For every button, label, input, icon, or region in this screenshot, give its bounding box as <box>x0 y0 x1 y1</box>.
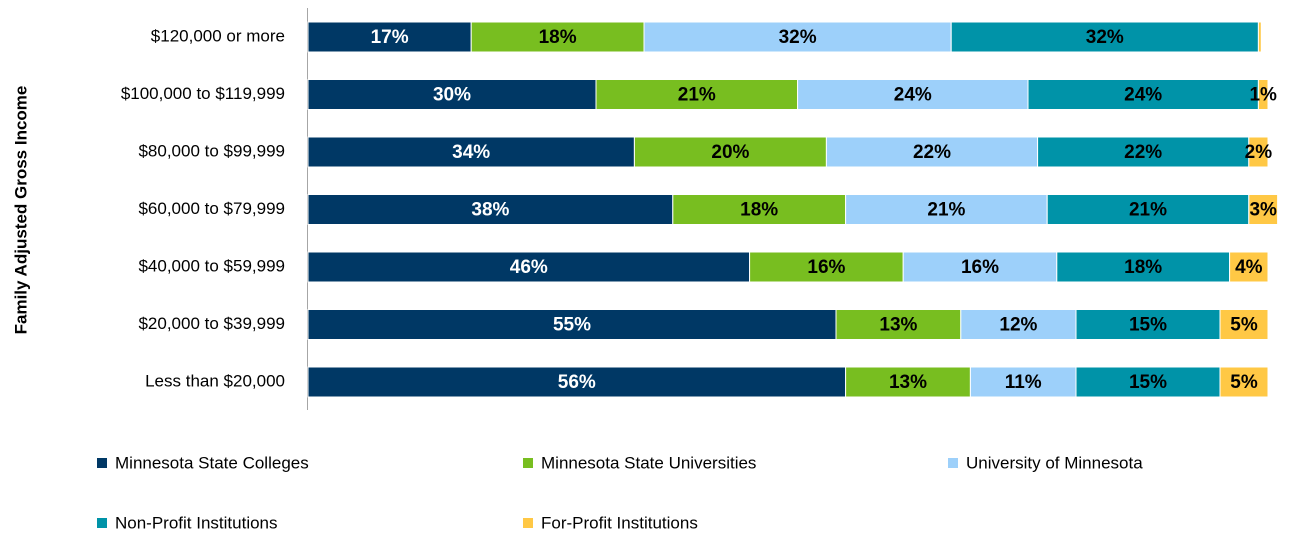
value-label: 38% <box>471 200 509 221</box>
value-label: 16% <box>961 257 999 278</box>
value-label: 1% <box>1249 85 1277 106</box>
value-label: 13% <box>879 315 917 336</box>
legend-swatch <box>97 518 107 528</box>
legend-label: Minnesota State Colleges <box>115 453 309 472</box>
value-label: 15% <box>1129 372 1167 393</box>
value-label: 17% <box>371 27 409 48</box>
value-label: 21% <box>678 85 716 106</box>
value-label: 32% <box>779 27 817 48</box>
value-label: 12% <box>999 315 1037 336</box>
bar-segment <box>1229 251 1269 283</box>
value-label: 20% <box>711 142 749 163</box>
value-label: 21% <box>1129 200 1167 221</box>
bar-segment <box>1075 309 1221 340</box>
y-tick-label: $80,000 to $99,999 <box>138 141 285 160</box>
y-tick-label: $60,000 to $79,999 <box>138 199 285 218</box>
value-label: 4% <box>1235 257 1263 278</box>
bar-segment <box>307 251 751 283</box>
value-label: 11% <box>1005 372 1042 393</box>
bar-segment <box>960 309 1077 340</box>
value-label: 24% <box>894 85 932 106</box>
bar-segment <box>633 136 827 168</box>
legend-label: University of Minnesota <box>966 453 1143 472</box>
bar-segment <box>902 251 1058 283</box>
value-label: 22% <box>1124 142 1162 163</box>
value-label: 18% <box>539 27 577 48</box>
value-label: 46% <box>510 257 548 278</box>
value-label: 2% <box>1245 142 1273 163</box>
bar-segment <box>1056 251 1231 283</box>
value-label: 24% <box>1124 85 1162 106</box>
value-label: 15% <box>1129 315 1167 336</box>
bar-segment <box>1037 136 1250 168</box>
y-tick-label: $20,000 to $39,999 <box>138 314 285 333</box>
bar-segment <box>1248 136 1269 168</box>
value-label: 30% <box>433 85 471 106</box>
value-label: 34% <box>452 142 490 163</box>
legend-swatch <box>948 458 958 468</box>
value-label: 22% <box>913 142 951 163</box>
bar-segment <box>845 194 1048 225</box>
bar-segment <box>595 79 799 110</box>
value-label: 3% <box>1249 200 1277 221</box>
legend-swatch <box>523 518 533 528</box>
bar-segment <box>1219 366 1269 398</box>
value-label: 16% <box>807 257 845 278</box>
bar-segment <box>307 21 472 53</box>
y-tick-label: $120,000 or more <box>151 26 285 45</box>
value-label: 18% <box>740 200 778 221</box>
bar-segment <box>1257 79 1269 110</box>
y-tick-label: $100,000 to $119,999 <box>121 84 285 103</box>
bar-segment <box>307 136 635 168</box>
value-label: 18% <box>1124 257 1162 278</box>
bar-segment <box>825 136 1039 168</box>
bar-segment <box>307 309 837 340</box>
bar-segment <box>470 21 645 53</box>
bar-segment <box>1248 194 1279 225</box>
y-tick-label: Less than $20,000 <box>145 371 285 390</box>
legend-swatch <box>97 458 107 468</box>
bar-segment <box>749 251 904 283</box>
y-axis-title: Family Adjusted Gross Income <box>11 86 30 335</box>
value-label: 32% <box>1086 27 1124 48</box>
legend-label: For-Profit Institutions <box>541 513 698 532</box>
legend-label: Non-Profit Institutions <box>115 513 278 532</box>
y-tick-label: $40,000 to $59,999 <box>138 256 285 275</box>
bar-segment <box>643 21 952 53</box>
bar-segment <box>307 79 597 110</box>
legend-label: Minnesota State Universities <box>541 453 756 472</box>
value-label: 56% <box>558 372 596 393</box>
value-label: 5% <box>1230 372 1258 393</box>
value-label: 13% <box>889 372 927 393</box>
bar-segment <box>845 366 971 398</box>
bar-segment <box>672 194 847 225</box>
bar-segment <box>1257 21 1262 53</box>
bar-segment <box>950 21 1259 53</box>
value-label: 55% <box>553 315 591 336</box>
legend-swatch <box>523 458 533 468</box>
bar-segment <box>1219 309 1269 340</box>
value-label: 5% <box>1230 315 1258 336</box>
value-label: 21% <box>927 200 965 221</box>
bar-segment <box>1046 194 1250 225</box>
